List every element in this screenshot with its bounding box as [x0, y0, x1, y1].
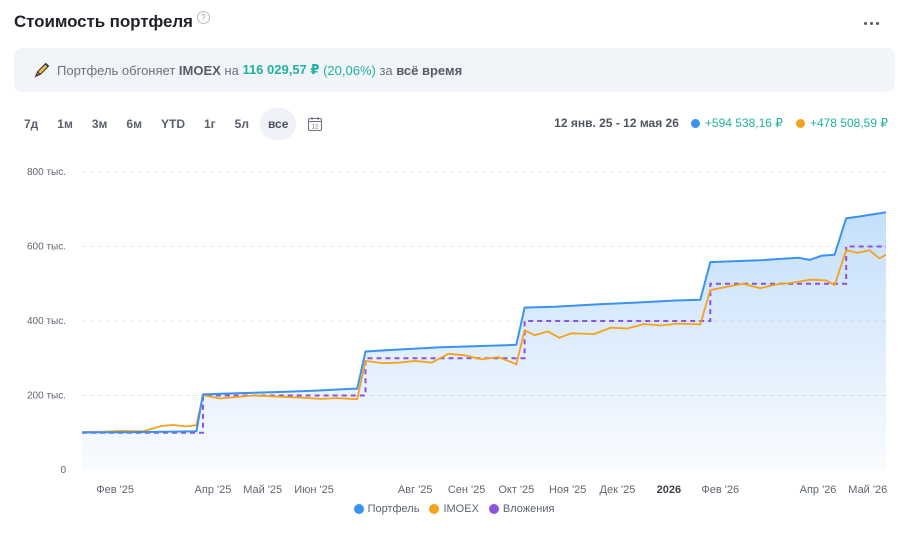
- legend-label-imoex: IMOEX: [443, 503, 479, 515]
- x-tick-label: Авг '25: [398, 484, 433, 496]
- y-tick-label: 0: [60, 465, 66, 476]
- legend-dot-investments: [488, 504, 499, 514]
- x-tick-label: Фев '25: [96, 484, 134, 496]
- x-tick-label: Фев '26: [701, 484, 739, 496]
- imoex-dot: [795, 118, 805, 128]
- x-tick-label: 2026: [657, 484, 681, 496]
- legend-dot-portfolio: [353, 504, 364, 514]
- x-axis: Фев '25 Апр '25 Май '25 Июн '25 Авг '25 Сен '…: [96, 484, 887, 496]
- date-range: 12 янв. 25 - 12 мая 26: [554, 116, 679, 130]
- calendar-icon[interactable]: 12: [307, 116, 323, 132]
- more-options-button[interactable]: [862, 10, 882, 30]
- portfolio-change: +594 538,16 ₽: [704, 116, 783, 130]
- x-tick-label: Окт '25: [498, 484, 534, 496]
- portfolio-dot: [690, 118, 700, 128]
- period-1y[interactable]: 1г: [203, 117, 216, 131]
- x-tick-label: Апр '25: [195, 484, 232, 496]
- legend-dot-imoex: [429, 504, 440, 514]
- y-tick-label: 800 тыс.: [27, 167, 66, 178]
- banner-text-on: на: [220, 62, 243, 78]
- period-3m[interactable]: 3м: [91, 117, 108, 131]
- period-5y[interactable]: 5л: [234, 117, 249, 131]
- x-tick-label: Май '26: [848, 484, 887, 496]
- legend-label-investments: Вложения: [502, 503, 555, 515]
- banner-text-for: за: [375, 62, 397, 78]
- banner-text-before: Портфель обгоняет: [57, 62, 179, 78]
- banner-percent: (20,06%): [323, 62, 376, 78]
- rocket-icon: [34, 62, 50, 78]
- legend-item-imoex[interactable]: IMOEX: [429, 503, 479, 515]
- portfolio-chart[interactable]: 0 200 тыс. 400 тыс. 600 тыс. 800 тыс. Фев '2…: [0, 155, 908, 500]
- y-tick-label: 600 тыс.: [27, 242, 66, 253]
- period-ytd[interactable]: YTD: [160, 117, 185, 131]
- chart-legend: Портфель IMOEX Вложения: [0, 503, 908, 515]
- x-tick-label: Апр '26: [800, 484, 837, 496]
- period-6m[interactable]: 6м: [126, 117, 142, 131]
- help-icon[interactable]: ?: [196, 10, 210, 24]
- imoex-line: [81, 249, 887, 433]
- x-tick-label: Дек '25: [600, 484, 636, 496]
- x-tick-label: Май '25: [243, 484, 282, 496]
- banner-period: всё время: [396, 62, 463, 78]
- portfolio-line: [81, 211, 887, 434]
- period-1m[interactable]: 1м: [57, 117, 73, 131]
- period-all[interactable]: все: [259, 108, 296, 140]
- page-title: Стоимость портфеля: [14, 12, 193, 31]
- chart-series: [81, 211, 887, 470]
- y-axis: 0 200 тыс. 400 тыс. 600 тыс. 800 тыс.: [27, 167, 66, 476]
- x-tick-label: Сен '25: [448, 484, 486, 496]
- legend-item-investments[interactable]: Вложения: [488, 503, 555, 515]
- banner-index-name: IMOEX: [178, 62, 221, 78]
- y-tick-label: 200 тыс.: [27, 391, 66, 402]
- investments-line: [82, 245, 886, 434]
- legend-item-portfolio[interactable]: Портфель: [353, 503, 420, 515]
- period-selector: 7д 1м 3м 6м YTD 1г 5л все 12: [16, 108, 323, 140]
- portfolio-area: [82, 212, 886, 470]
- imoex-change: +478 508,59 ₽: [809, 116, 888, 130]
- y-tick-label: 400 тыс.: [27, 316, 66, 327]
- banner-amount: 116 029,57 ₽: [242, 62, 320, 77]
- svg-text:12: 12: [312, 125, 319, 131]
- x-tick-label: Июн '25: [294, 484, 334, 496]
- more-icon: [864, 22, 867, 25]
- x-tick-label: Ноя '25: [549, 484, 586, 496]
- legend-label-portfolio: Портфель: [367, 503, 420, 515]
- period-7d[interactable]: 7д: [24, 117, 39, 131]
- period-summary: 12 янв. 25 - 12 мая 26 +594 538,16 ₽ +47…: [554, 116, 888, 130]
- comparison-banner: Портфель обгоняет IMOEX на 116 029,57 ₽ …: [14, 48, 895, 92]
- chart-header: Стоимость портфеля ?: [14, 8, 210, 36]
